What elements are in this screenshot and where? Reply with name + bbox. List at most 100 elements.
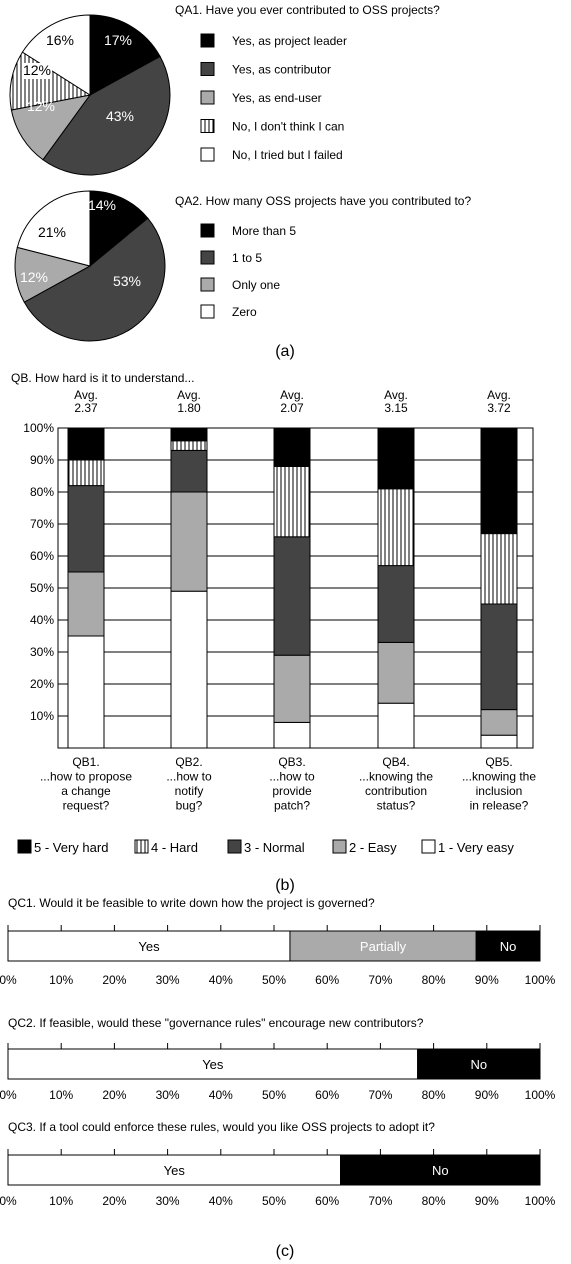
category-label: contribution xyxy=(365,784,427,798)
category-label: QB3. xyxy=(278,755,305,769)
bar-segment xyxy=(273,721,311,749)
category-label: inclusion xyxy=(476,784,523,798)
x-tick-label: 90% xyxy=(475,973,499,987)
bar-segment xyxy=(377,488,415,567)
category-label: ...knowing the xyxy=(462,770,536,784)
x-tick-label: 80% xyxy=(422,1194,446,1208)
bar-segment xyxy=(377,427,415,490)
legend-swatch xyxy=(332,839,347,854)
legend-label: 2 - Easy xyxy=(349,840,397,855)
bar-segment xyxy=(7,1154,341,1186)
slice-label: 43% xyxy=(106,108,134,124)
segment-label: Yes xyxy=(202,1057,224,1072)
category-label: request? xyxy=(63,799,110,813)
pie-chart-qa2: 14% 53% 12% 21% xyxy=(14,190,166,342)
y-tick-label: 30% xyxy=(30,645,54,659)
avg-label: 2.07 xyxy=(280,401,304,415)
x-tick-label: 90% xyxy=(475,1088,499,1102)
slice-label: 12% xyxy=(23,62,51,78)
avg-label: Avg. xyxy=(74,388,98,402)
bar-segment xyxy=(480,427,518,535)
legend-label: 1 to 5 xyxy=(232,251,262,265)
bar-segment xyxy=(377,565,415,643)
y-tick-label: 60% xyxy=(30,549,54,563)
x-tick-label: 40% xyxy=(209,1194,233,1208)
bar-segment xyxy=(273,654,311,723)
x-tick-label: 20% xyxy=(102,1194,126,1208)
category-label: status? xyxy=(377,799,416,813)
category-label: ...how to xyxy=(166,770,212,784)
legend-label: No, I don't think I can xyxy=(232,120,344,134)
qc-title: QC2. If feasible, would these "governanc… xyxy=(8,1016,424,1030)
legend-label: No, I tried but I failed xyxy=(232,148,343,162)
x-tick-label: 40% xyxy=(209,1088,233,1102)
y-tick-label: 10% xyxy=(30,709,54,723)
pie-slice-1 xyxy=(89,190,149,268)
legend-label: 4 - Hard xyxy=(151,840,198,855)
segment-label: No xyxy=(471,1057,488,1072)
pie-slice-1 xyxy=(89,14,161,96)
x-tick-label: 0% xyxy=(0,1088,17,1102)
bar-segment xyxy=(273,536,311,656)
segment-label: No xyxy=(432,1163,449,1178)
legend-swatch xyxy=(200,62,215,76)
avg-label: Avg. xyxy=(384,388,408,402)
slice-label: 16% xyxy=(46,32,74,48)
bar-segment xyxy=(67,427,105,461)
bar-segment xyxy=(67,485,105,573)
y-tick-label: 90% xyxy=(30,453,54,467)
legend-swatch xyxy=(200,90,215,105)
bar-segment xyxy=(67,459,105,487)
pie-chart-qa1: 17% 43% 12% 12% 16% xyxy=(9,14,171,176)
bar-segment xyxy=(67,635,105,749)
legend-label: 3 - Normal xyxy=(244,840,305,855)
slice-label-bg xyxy=(22,63,52,79)
x-tick-label: 20% xyxy=(102,973,126,987)
legend-qa1: Yes, as project leader Yes, as contributo… xyxy=(200,33,347,162)
category-label: ...knowing the xyxy=(359,770,433,784)
x-tick-label: 90% xyxy=(475,1194,499,1208)
x-tick-label: 0% xyxy=(0,1194,17,1208)
category-label: in release? xyxy=(470,799,529,813)
segment-label: Partially xyxy=(360,939,407,954)
pie-slice-5 xyxy=(21,14,91,96)
bar-segment xyxy=(170,491,208,592)
bar-segment xyxy=(377,702,415,749)
slice-label: 12% xyxy=(27,98,55,114)
panel-label-a: (a) xyxy=(275,343,295,360)
x-tick-label: 50% xyxy=(262,973,286,987)
legend-label: Yes, as project leader xyxy=(232,34,347,48)
bar-segment xyxy=(289,930,477,962)
bar-segment xyxy=(67,571,105,637)
x-tick-label: 30% xyxy=(156,973,180,987)
pie-slice-4 xyxy=(16,190,91,267)
segment-label: Yes xyxy=(138,939,160,954)
panel-label-c: (c) xyxy=(276,1243,295,1260)
segment-label: No xyxy=(500,939,517,954)
category-label: provide xyxy=(272,784,312,798)
category-label: a change xyxy=(61,784,111,798)
legend-swatch xyxy=(200,33,215,48)
panel-label-b: (b) xyxy=(275,877,295,894)
pie-slice-3 xyxy=(10,94,92,161)
avg-label: Avg. xyxy=(177,388,201,402)
x-tick-label: 70% xyxy=(368,973,392,987)
legend-qa2: More than 5 1 to 5 Only one Zero xyxy=(200,223,296,319)
avg-label: 1.80 xyxy=(177,401,201,415)
x-tick-label: 30% xyxy=(156,1088,180,1102)
bar-segment xyxy=(340,1154,541,1186)
legend-swatch xyxy=(200,277,215,292)
x-tick-label: 100% xyxy=(525,1088,556,1102)
x-tick-label: 60% xyxy=(315,1088,339,1102)
y-tick-label: 40% xyxy=(30,613,54,627)
x-tick-label: 0% xyxy=(0,973,17,987)
y-tick-label: 20% xyxy=(30,677,54,691)
bar-segment xyxy=(377,641,415,704)
bar-segment xyxy=(480,709,518,736)
avg-label: 3.72 xyxy=(487,401,511,415)
qb-title: QB. How hard is it to understand... xyxy=(11,371,194,385)
x-tick-label: 70% xyxy=(368,1088,392,1102)
category-label: ...how to propose xyxy=(40,770,132,784)
category-label: ...how to xyxy=(269,770,315,784)
